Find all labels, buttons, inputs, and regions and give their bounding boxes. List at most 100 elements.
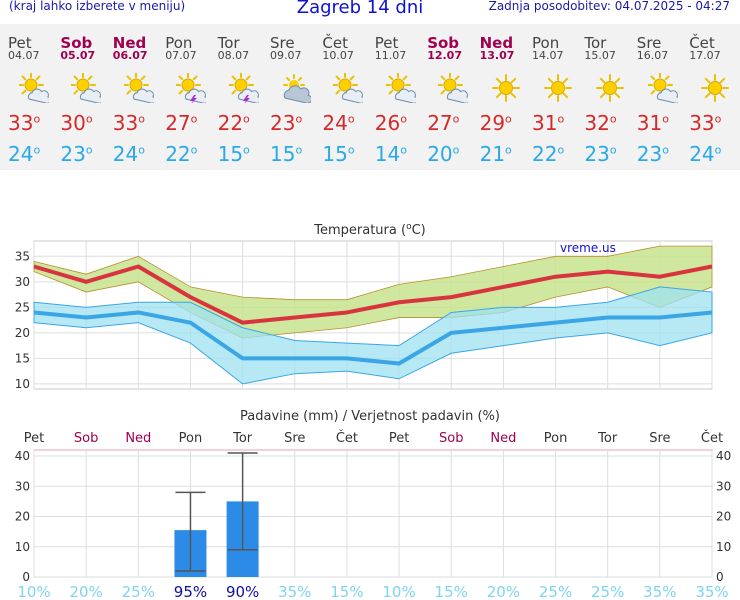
min-temp-band	[33, 286, 713, 385]
precip-probability: 10%	[382, 583, 415, 600]
min-temperature: 22o	[165, 142, 198, 166]
menu-hint: (kraj lahko izberete v meniju)	[9, 0, 186, 13]
day-date: 09.07	[270, 49, 302, 62]
x-tick-label: Pet	[389, 431, 409, 446]
x-tick-label: Tor	[232, 431, 253, 446]
min-temperature: 14o	[374, 142, 407, 166]
day-date: 16.07	[636, 49, 669, 62]
day-name: Ned	[112, 34, 147, 52]
sun-storm-icon	[176, 73, 207, 103]
sun-cloud-icon	[71, 73, 102, 103]
max-temperature: 24o	[322, 111, 355, 135]
sun-cloud-icon	[647, 73, 678, 103]
x-tick-label: Sre	[284, 431, 305, 446]
max-temperature: 31o	[636, 111, 669, 135]
sun-cloud-icon	[123, 73, 154, 103]
min-temperature: 20o	[427, 142, 460, 166]
day-name: Pon	[532, 34, 560, 52]
min-temperature: 21o	[479, 142, 512, 166]
day-name: Tor	[584, 34, 607, 52]
precip-probability: 90%	[226, 583, 259, 600]
y-tick-label: 25	[15, 300, 30, 314]
min-temperature: 23o	[584, 142, 617, 166]
min-temperature: 23o	[60, 142, 93, 166]
day-date: 07.07	[165, 49, 197, 62]
x-tick-label: Sob	[439, 431, 463, 446]
sun-cloud-icon	[438, 73, 469, 103]
y-tick-label: 10	[15, 540, 30, 554]
min-temp-line	[33, 310, 713, 366]
min-temperature: 24o	[8, 142, 41, 166]
charts-area: 10 15 20 25 30 35 Temperatura (oC) vreme.us Pad…	[15, 222, 732, 600]
min-temperature: 15o	[270, 142, 303, 166]
x-tick-label: Pon	[179, 431, 203, 446]
x-tick-label: Ned	[125, 431, 151, 446]
temperature-chart: 10 15 20 25 30 35 Temperatura (oC) vreme.us	[15, 222, 713, 391]
max-temperature: 26o	[374, 111, 407, 135]
day-name: Sre	[636, 34, 662, 52]
max-temperature: 27o	[427, 111, 460, 135]
y-tick-label-right: 0	[716, 570, 724, 584]
day-date: 10.07	[322, 49, 354, 62]
day-date: 06.07	[112, 49, 148, 62]
y-tick-label: 20	[15, 510, 30, 524]
y-tick-label: 30	[15, 479, 30, 493]
precip-probability: 15%	[435, 583, 468, 600]
x-tick-label: Pon	[544, 431, 568, 446]
chart-title: Padavine (mm) / Verjetnost padavin (%)	[240, 409, 500, 424]
day-name: Tor	[217, 34, 240, 52]
sun-icon	[596, 74, 625, 102]
day-date: 15.07	[584, 49, 616, 62]
x-tick-label: Čet	[336, 430, 358, 446]
precip-probability: 35%	[643, 583, 676, 600]
x-tick-label: Sre	[649, 431, 670, 446]
day-name: Sre	[270, 34, 295, 52]
sun-cloud-icon	[333, 73, 364, 103]
sun-cloud-icon	[385, 73, 416, 103]
precip-probability: 15%	[330, 583, 363, 600]
sun-icon	[701, 74, 730, 102]
y-tick-label: 35	[15, 249, 30, 263]
day-name: Pet	[8, 34, 32, 52]
precip-probability: 20%	[69, 583, 102, 600]
max-temperature: 27o	[165, 111, 198, 135]
day-name: Ned	[479, 34, 514, 52]
y-tick-label: 20	[15, 326, 30, 340]
min-temperature: 15o	[217, 142, 250, 166]
x-tick-label: Tor	[597, 431, 618, 446]
x-tick-label: Čet	[701, 430, 723, 446]
day-name: Sob	[427, 34, 460, 52]
day-name: Čet	[689, 34, 715, 52]
forecast-strip: Pet 04.07 33o 24o Sob 05.07 30o 23o Ned 06.07 33o 2…	[0, 24, 740, 170]
precip-probability: 25%	[122, 583, 155, 600]
y-tick-label-right: 20	[716, 510, 731, 524]
day-date: 11.07	[374, 49, 407, 62]
y-tick-label: 10	[15, 377, 30, 391]
day-name: Pon	[165, 34, 193, 52]
precip-probability: 25%	[591, 583, 624, 600]
precip-probability: 35%	[695, 583, 728, 600]
chart-title: Temperatura (oC)	[313, 222, 425, 238]
precip-probability: 20%	[487, 583, 520, 600]
precip-probability: 10%	[17, 583, 50, 600]
day-date: 14.07	[532, 49, 564, 62]
cloudy-icon	[283, 74, 311, 103]
y-tick-label: 40	[15, 449, 30, 463]
max-temperature: 23o	[270, 111, 303, 135]
min-temperature: 23o	[636, 142, 669, 166]
page-title: Zagreb 14 dni	[296, 0, 424, 18]
max-temperature: 22o	[217, 111, 250, 135]
max-temperature: 32o	[584, 111, 617, 135]
watermark: vreme.us	[560, 241, 616, 255]
precipitation-chart: Padavine (mm) / Verjetnost padavin (%) Pe…	[15, 409, 732, 600]
day-date: 12.07	[427, 49, 462, 62]
min-temperature: 24o	[689, 142, 722, 166]
y-tick-label: 30	[15, 275, 30, 289]
day-date: 17.07	[689, 49, 721, 62]
plot-area	[33, 449, 713, 578]
day-date: 04.07	[8, 49, 40, 62]
sun-storm-icon	[228, 73, 259, 103]
day-name: Pet	[374, 34, 399, 52]
min-temperature: 24o	[112, 142, 145, 166]
y-tick-label-right: 40	[716, 449, 731, 463]
